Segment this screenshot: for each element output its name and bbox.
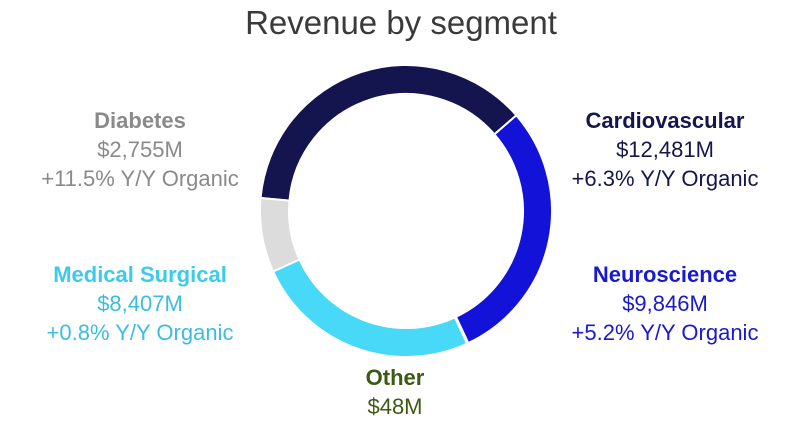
slice-cardiovascular bbox=[259, 64, 518, 202]
medical-surgical-growth: +0.8% Y/Y Organic bbox=[46, 320, 234, 345]
label-diabetes: Diabetes $2,755M +11.5% Y/Y Organic bbox=[20, 106, 260, 193]
cardiovascular-name: Cardiovascular bbox=[585, 108, 745, 133]
medical-surgical-name: Medical Surgical bbox=[53, 262, 227, 287]
diabetes-value: $2,755M bbox=[97, 137, 183, 162]
other-name: Other bbox=[365, 365, 425, 390]
neuroscience-growth: +5.2% Y/Y Organic bbox=[571, 320, 759, 345]
cardiovascular-growth: +6.3% Y/Y Organic bbox=[571, 166, 759, 191]
label-other: Other $48M bbox=[295, 363, 495, 421]
neuroscience-name: Neuroscience bbox=[592, 262, 738, 287]
label-medical-surgical: Medical Surgical $8,407M +0.8% Y/Y Organ… bbox=[20, 260, 260, 347]
chart-title: Revenue by segment bbox=[245, 4, 557, 41]
neuroscience-value: $9,846M bbox=[622, 291, 708, 316]
label-cardiovascular: Cardiovascular $12,481M +6.3% Y/Y Organi… bbox=[545, 106, 785, 193]
slice-medical-surgical bbox=[271, 258, 469, 358]
diabetes-growth: +11.5% Y/Y Organic bbox=[41, 166, 239, 191]
diabetes-name: Diabetes bbox=[94, 108, 186, 133]
label-neuroscience: Neuroscience $9,846M +5.2% Y/Y Organic bbox=[545, 260, 785, 347]
cardiovascular-value: $12,481M bbox=[616, 137, 714, 162]
slice-diabetes bbox=[259, 196, 301, 273]
medical-surgical-value: $8,407M bbox=[97, 291, 183, 316]
other-value: $48M bbox=[367, 394, 423, 419]
slice-neuroscience bbox=[454, 113, 553, 345]
